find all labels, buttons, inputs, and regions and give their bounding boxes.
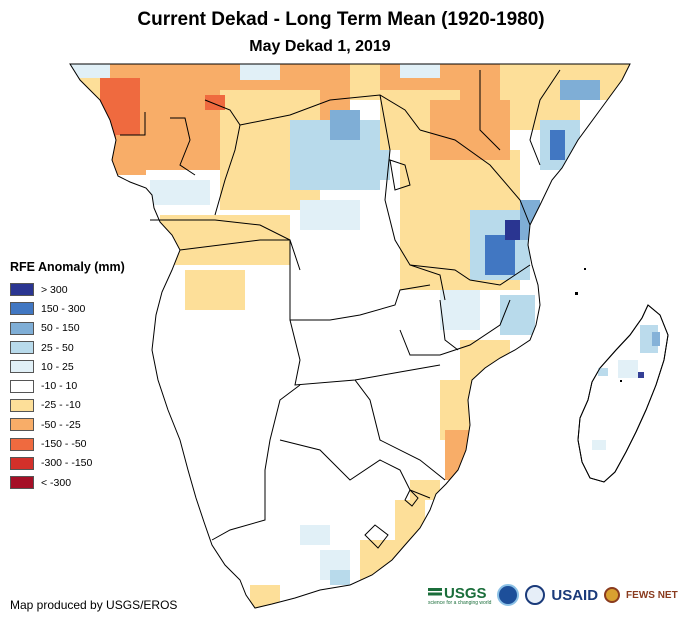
- legend-label: -10 - 10: [41, 380, 78, 393]
- legend-swatch: [10, 476, 34, 490]
- legend-item: -300 - -150: [10, 454, 125, 473]
- legend-item: -10 - 10: [10, 376, 125, 395]
- legend-label: 25 - 50: [41, 341, 74, 354]
- credit-text: Map produced by USGS/EROS: [10, 598, 178, 612]
- legend-item: -150 - -50: [10, 434, 125, 453]
- legend-swatch: [10, 437, 34, 451]
- legend-label: -50 - -25: [41, 418, 81, 431]
- usgs-logo: USGS science for a changing world: [428, 585, 491, 606]
- fews-net-seal-icon: [604, 587, 621, 603]
- legend-swatch: [10, 379, 34, 393]
- partner-logos: USGS science for a changing world USAID …: [428, 584, 678, 606]
- usaid-seal-icon: [525, 585, 546, 605]
- legend-label: 10 - 25: [41, 360, 74, 373]
- legend-item: 10 - 25: [10, 357, 125, 376]
- legend-swatch: [10, 418, 34, 432]
- legend-label: 50 - 150: [41, 322, 80, 335]
- usgs-logo-text: USGS: [444, 584, 487, 602]
- fews-net-logo: FEWS NET: [626, 589, 678, 601]
- legend-label: < -300: [41, 476, 72, 489]
- legend-item: 25 - 50: [10, 338, 125, 357]
- legend-item: 150 - 300: [10, 299, 125, 318]
- map-subtitle: May Dekad 1, 2019: [249, 38, 391, 55]
- legend-label: -25 - -10: [41, 399, 81, 412]
- legend-swatch: [10, 360, 34, 374]
- legend: RFE Anomaly (mm) > 300 150 - 300 50 - 150 2…: [10, 260, 125, 492]
- legend-swatch: [10, 321, 34, 335]
- legend-swatch: [10, 398, 34, 412]
- usgs-wave-icon: [428, 587, 442, 598]
- usaid-logo: USAID: [551, 586, 599, 604]
- legend-swatch: [10, 341, 34, 355]
- noaa-logo-icon: [497, 584, 520, 606]
- legend-item: < -300: [10, 473, 125, 492]
- legend-item: 50 - 150: [10, 319, 125, 338]
- legend-swatch: [10, 302, 34, 316]
- legend-title: RFE Anomaly (mm): [10, 260, 125, 274]
- legend-label: -300 - -150: [41, 457, 93, 470]
- legend-label: -150 - -50: [41, 438, 87, 451]
- legend-item: -25 - -10: [10, 396, 125, 415]
- legend-swatch: [10, 283, 34, 297]
- legend-label: 150 - 300: [41, 302, 86, 315]
- legend-swatch: [10, 456, 34, 470]
- usgs-tagline: science for a changing world: [428, 599, 492, 606]
- legend-item: -50 - -25: [10, 415, 125, 434]
- legend-label: > 300: [41, 283, 68, 296]
- legend-item: > 300: [10, 280, 125, 299]
- map-title: Current Dekad - Long Term Mean (1920-198…: [137, 9, 545, 30]
